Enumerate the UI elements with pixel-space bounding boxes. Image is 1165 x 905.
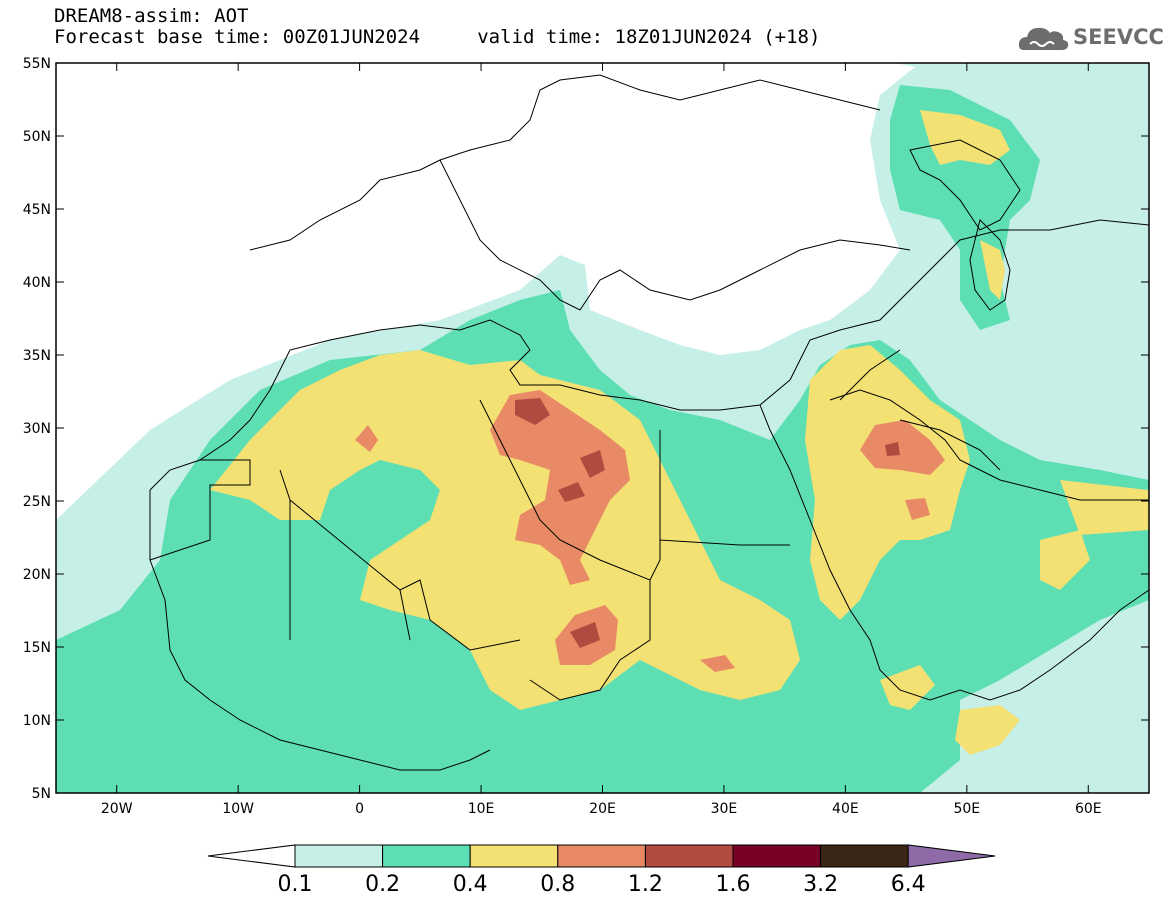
longitude-axis: 20W 10W 0 10E 20E 30E 40E 50E 60E bbox=[101, 63, 1102, 817]
colorbar-under bbox=[207, 844, 296, 868]
colorbar-label: 6.4 bbox=[891, 872, 926, 897]
forecast-time-label: Forecast base time: 00Z01JUN2024 valid t… bbox=[54, 26, 821, 48]
lat-label: 20N bbox=[23, 567, 51, 583]
colorbar-label: 0.1 bbox=[278, 872, 313, 897]
colorbar-segment bbox=[820, 844, 909, 868]
colorbar-over bbox=[907, 844, 996, 868]
aot-contour-1.2 bbox=[515, 398, 900, 648]
aot-field bbox=[56, 63, 1149, 793]
lon-label: 0 bbox=[355, 801, 364, 817]
coastlines bbox=[149, 74, 1149, 771]
colorbar-label: 0.2 bbox=[365, 872, 400, 897]
lat-label: 50N bbox=[23, 129, 51, 145]
lat-label: 55N bbox=[23, 56, 51, 72]
colorbar-segment bbox=[294, 844, 384, 868]
seevccc-logo: SEEVCCC bbox=[1018, 22, 1165, 56]
aot-contour-0.8 bbox=[355, 390, 945, 672]
colorbar-segment bbox=[382, 844, 471, 868]
lat-label: 35N bbox=[23, 348, 51, 364]
lat-label: 15N bbox=[23, 640, 51, 656]
colorbar-segment bbox=[644, 844, 734, 868]
lon-label: 10W bbox=[222, 801, 254, 817]
lon-label: 20E bbox=[589, 801, 616, 817]
lon-label: 30E bbox=[711, 801, 738, 817]
lon-label: 50E bbox=[953, 801, 980, 817]
lon-label: 40E bbox=[832, 801, 859, 817]
latitude-axis: 55N 50N 45N 40N 35N 30N 25N 20N 15N 10N 5N bbox=[23, 56, 1149, 802]
colorbar-segment bbox=[469, 844, 559, 868]
colorbar-label: 0.4 bbox=[453, 872, 488, 897]
lat-label: 45N bbox=[23, 202, 51, 218]
lon-label: 60E bbox=[1075, 801, 1102, 817]
lat-label: 5N bbox=[32, 786, 51, 802]
lat-label: 25N bbox=[23, 494, 51, 510]
chart-title: DREAM8-assim: AOT bbox=[54, 5, 249, 27]
lon-label: 10E bbox=[468, 801, 495, 817]
colorbar-label: 3.2 bbox=[803, 872, 838, 897]
colorbar-segment bbox=[732, 844, 822, 868]
colorbar-label: 1.6 bbox=[716, 872, 751, 897]
colorbar-label: 0.8 bbox=[540, 872, 575, 897]
colorbar-label: 1.2 bbox=[628, 872, 663, 897]
lon-label: 20W bbox=[101, 801, 133, 817]
colorbar: 0.1 0.2 0.4 0.8 1.2 1.6 3.2 6.4 bbox=[207, 844, 996, 897]
lat-label: 30N bbox=[23, 421, 51, 437]
cloud-icon bbox=[1018, 27, 1069, 50]
colorbar-segment bbox=[557, 844, 646, 868]
lat-label: 10N bbox=[23, 713, 51, 729]
logo-text: SEEVCCC bbox=[1073, 25, 1165, 49]
lat-label: 40N bbox=[23, 275, 51, 291]
